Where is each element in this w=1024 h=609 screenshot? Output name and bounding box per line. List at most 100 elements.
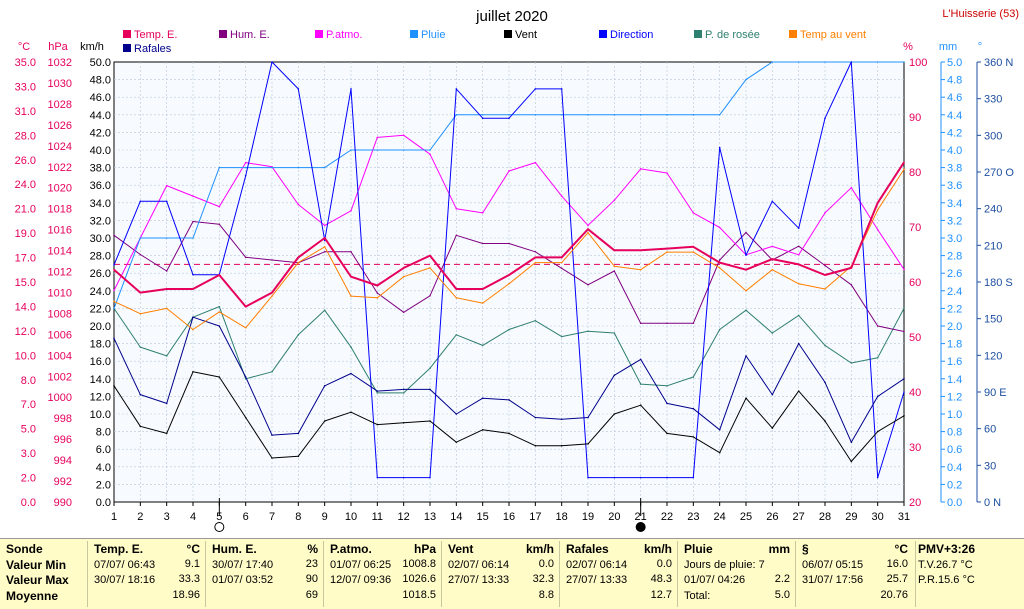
stat-time-pluie: Jours de pluie: 7 [684, 559, 765, 571]
point-pluie [745, 78, 747, 81]
point-hum [218, 223, 221, 226]
vent-tick-label: 20.0 [90, 321, 111, 333]
point-hum [481, 242, 484, 245]
pluie-tick-label: 2.6 [947, 268, 962, 280]
stats-block-temp: Temp. E. °C 07/07/ 06:43 9.1 30/07/ 18:16 33.… [90, 539, 202, 609]
point-hum [745, 231, 747, 234]
stat-value-patm: 1026.6 [402, 573, 436, 585]
unit-label-vent: km/h [80, 41, 104, 53]
point-direction [718, 146, 721, 149]
point-vent [165, 432, 168, 435]
stat-value-temp: 18.96 [172, 589, 200, 601]
pluie-tick-label: 2.4 [947, 286, 962, 298]
vent-tick-label: 46.0 [90, 92, 111, 104]
unit-label-patm: hPa [48, 41, 68, 53]
data-series [113, 61, 905, 479]
point-patm [850, 186, 853, 189]
stat-time-rosee: 06/07/ 05:15 [802, 559, 864, 571]
hum-tick-label: 40 [909, 387, 921, 399]
point-patm [771, 245, 774, 248]
stat-value-pluie: 5.0 [774, 589, 790, 601]
point-tvent [218, 311, 221, 313]
x-tick-label: 24 [714, 511, 726, 523]
point-rosee [271, 370, 273, 373]
point-tvent [481, 302, 484, 304]
point-pluie [718, 114, 721, 116]
point-hum [718, 259, 721, 261]
point-temp [350, 275, 352, 278]
point-rosee [639, 383, 642, 385]
stat-unit-temp: °C [186, 542, 200, 556]
point-hum [587, 283, 589, 286]
point-tvent [350, 295, 352, 297]
point-rafales [429, 388, 431, 391]
stats-separator [205, 541, 206, 607]
legend-label-hum: Hum. E. [230, 29, 270, 41]
point-vent [824, 420, 826, 422]
stats-separator [559, 541, 560, 607]
point-rafales [244, 376, 247, 378]
stat-title-vent: Vent [448, 542, 474, 556]
point-rafales [797, 342, 800, 345]
x-tick-label: 26 [766, 511, 778, 523]
patm-tick-label: 1020 [48, 183, 72, 195]
point-pluie [139, 237, 142, 239]
point-rafales [613, 374, 616, 377]
point-pluie [350, 149, 352, 151]
point-vent [271, 457, 273, 459]
point-hum [271, 259, 273, 261]
row-label-moyenne: Moyenne [6, 589, 59, 603]
stat-time-rafales: 02/07/ 06:14 [566, 559, 628, 571]
point-patm [113, 289, 115, 292]
stat-time-rafales: 27/07/ 13:33 [566, 574, 628, 586]
point-pluie [455, 114, 458, 116]
pluie-tick-label: 0.2 [947, 479, 962, 491]
stat-time-rosee: 31/07/ 17:56 [802, 574, 864, 586]
series-tvent [113, 168, 905, 331]
patm-tick-label: 1002 [48, 371, 72, 383]
point-rosee [165, 355, 168, 357]
point-vent [771, 427, 774, 429]
stat-title-pluie: Pluie [684, 542, 713, 556]
point-vent [613, 413, 616, 415]
temp-tick-label: 0.0 [21, 497, 36, 509]
vent-tick-label: 32.0 [90, 215, 111, 227]
point-rosee [745, 309, 747, 311]
point-rosee [666, 385, 668, 387]
stat-time-vent: 27/07/ 13:33 [448, 574, 510, 586]
vent-tick-label: 40.0 [90, 145, 111, 157]
legend-label-direction: Direction [610, 29, 653, 41]
pluie-tick-label: 1.4 [947, 374, 962, 386]
point-rafales [824, 381, 826, 384]
point-vent [481, 429, 484, 431]
point-tvent [639, 268, 642, 271]
point-tvent [534, 261, 537, 264]
point-temp [639, 249, 642, 252]
pluie-tick-label: 4.0 [947, 145, 962, 157]
point-pluie [165, 237, 168, 239]
vent-tick-label: 22.0 [90, 303, 111, 315]
patm-tick-label: 1008 [48, 308, 72, 320]
x-tick-label: 9 [322, 511, 328, 523]
point-hum [376, 292, 379, 294]
temp-tick-label: 28.0 [15, 130, 36, 142]
x-tick-label: 12 [398, 511, 410, 523]
point-tvent [613, 265, 616, 267]
point-vent [903, 414, 905, 417]
vent-tick-label: 42.0 [90, 127, 111, 139]
point-patm [718, 226, 721, 229]
stat-unit-pluie: mm [768, 542, 790, 556]
vent-tick-label: 18.0 [90, 339, 111, 351]
legend-swatch-tvent [789, 30, 797, 38]
point-tvent [508, 282, 510, 285]
point-temp [797, 263, 800, 266]
stats-block-rosee: § °C 06/07/ 05:15 16.0 31/07/ 17:56 25.7 20.76 [798, 539, 910, 609]
point-temp [745, 268, 747, 271]
stats-separator [441, 541, 442, 607]
point-tvent [771, 268, 774, 271]
vent-tick-label: 10.0 [90, 409, 111, 421]
vent-tick-label: 44.0 [90, 110, 111, 122]
patm-tick-label: 1014 [48, 246, 72, 258]
pmv-pr: P.R.15.6 °C [918, 574, 975, 586]
point-temp [297, 256, 300, 259]
